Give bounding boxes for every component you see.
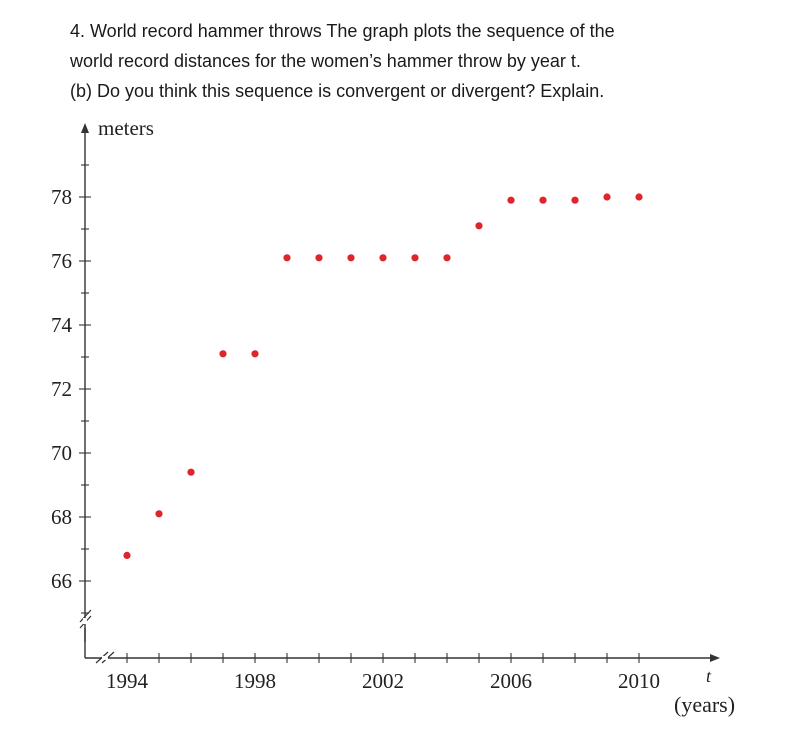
y-tick-label: 72 <box>51 377 72 401</box>
question-text: 4. World record hammer throws The graph … <box>70 16 770 106</box>
x-tick-label: 2010 <box>618 669 660 693</box>
data-point <box>315 254 323 262</box>
x-tick-label: 2002 <box>362 669 404 693</box>
question-line-1: 4. World record hammer throws The graph … <box>70 21 615 41</box>
data-points <box>123 193 643 560</box>
y-axis-break-gap <box>83 618 87 624</box>
y-tick-label: 70 <box>51 441 72 465</box>
x-axis-arrow <box>710 654 720 662</box>
x-tick-label: 1994 <box>106 669 149 693</box>
axes <box>79 123 720 664</box>
data-point <box>155 510 163 518</box>
y-axis-break-mark <box>79 609 92 623</box>
x-tick-label: 2006 <box>490 669 532 693</box>
data-point <box>507 196 515 204</box>
y-axis-arrow <box>81 123 89 133</box>
x-axis-units: (years) <box>674 692 735 717</box>
data-point <box>283 254 291 262</box>
y-tick-label: 74 <box>51 313 73 337</box>
data-point <box>219 350 227 358</box>
data-point <box>379 254 387 262</box>
data-point <box>635 193 643 201</box>
data-point <box>475 222 483 230</box>
data-point <box>347 254 355 262</box>
y-axis-label: meters <box>98 116 154 140</box>
y-tick-label: 66 <box>51 569 72 593</box>
question-line-2: world record distances for the women’s h… <box>70 51 581 71</box>
y-tick-label: 78 <box>51 185 72 209</box>
data-point <box>539 196 547 204</box>
y-tick-label: 76 <box>51 249 72 273</box>
data-point <box>443 254 451 262</box>
question-line-3: (b) Do you think this sequence is conver… <box>70 81 605 101</box>
data-point <box>123 551 131 560</box>
y-tick-label: 68 <box>51 505 72 529</box>
x-axis-break-gap <box>102 656 108 660</box>
x-axis-label: t <box>706 666 712 686</box>
data-point <box>571 196 579 204</box>
ticks: 66 68 70 72 74 76 78 1994 1998 2002 2006 2010 <box>51 164 660 693</box>
x-tick-label: 1998 <box>234 669 276 693</box>
data-point <box>411 254 419 262</box>
data-point <box>603 193 611 201</box>
data-point <box>251 350 259 358</box>
data-point <box>187 468 195 476</box>
